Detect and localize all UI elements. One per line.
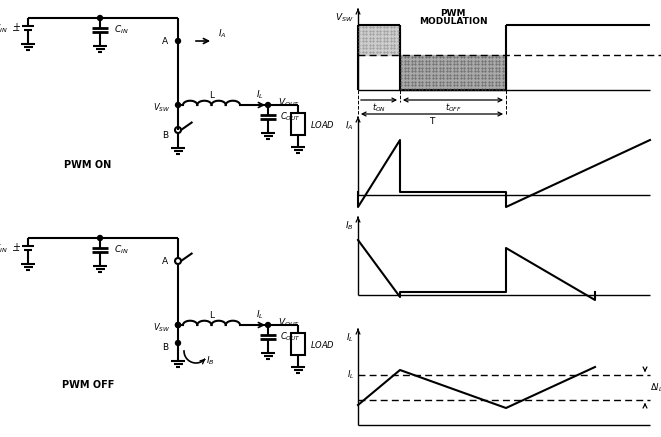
Text: T: T <box>429 118 435 126</box>
Text: $V_{SW}$: $V_{SW}$ <box>153 322 170 334</box>
Text: $C_{OUT}$: $C_{OUT}$ <box>280 331 301 343</box>
Circle shape <box>176 103 180 108</box>
Text: B: B <box>162 131 168 139</box>
Text: $I_A$: $I_A$ <box>346 120 354 132</box>
Text: PWM OFF: PWM OFF <box>62 380 114 390</box>
Text: $LOAD$: $LOAD$ <box>310 118 335 129</box>
Text: PWM ON: PWM ON <box>64 160 112 170</box>
Text: $C_{OUT}$: $C_{OUT}$ <box>280 111 301 123</box>
Text: +: + <box>12 242 20 252</box>
Text: $V_{SW}$: $V_{SW}$ <box>335 12 354 24</box>
Circle shape <box>98 15 102 21</box>
Text: +: + <box>12 22 20 32</box>
Text: PWM: PWM <box>440 8 466 17</box>
Text: $I_B$: $I_B$ <box>345 220 354 232</box>
Text: $I_L$: $I_L$ <box>256 309 264 321</box>
Circle shape <box>98 236 102 240</box>
Text: $V_{IN}$: $V_{IN}$ <box>0 243 8 255</box>
Circle shape <box>266 103 270 108</box>
Text: $t_{ON}$: $t_{ON}$ <box>372 102 386 114</box>
Text: $I_L$: $I_L$ <box>346 369 354 381</box>
Text: $C_{IN}$: $C_{IN}$ <box>114 244 129 256</box>
Text: MODULATION: MODULATION <box>418 17 487 25</box>
Text: $V_{SW}$: $V_{SW}$ <box>153 102 170 114</box>
Text: $I_A$: $I_A$ <box>218 28 227 40</box>
Text: L: L <box>209 90 214 100</box>
Text: $I_L$: $I_L$ <box>256 89 264 101</box>
Text: $\Delta I_L$: $\Delta I_L$ <box>650 381 661 394</box>
Text: L: L <box>209 311 214 319</box>
Text: $I_B$: $I_B$ <box>206 355 215 367</box>
Circle shape <box>266 323 270 327</box>
Circle shape <box>176 323 180 327</box>
Text: $LOAD$: $LOAD$ <box>310 339 335 350</box>
Text: $V_{OUT}$: $V_{OUT}$ <box>278 317 300 329</box>
Circle shape <box>176 38 180 44</box>
Text: B: B <box>162 343 168 353</box>
Text: $C_{IN}$: $C_{IN}$ <box>114 24 129 36</box>
Circle shape <box>176 340 180 346</box>
Text: $V_{IN}$: $V_{IN}$ <box>0 23 8 35</box>
Text: −: − <box>12 246 20 256</box>
Text: $I_L$: $I_L$ <box>346 332 354 344</box>
Text: $t_{OFF}$: $t_{OFF}$ <box>445 102 461 114</box>
Circle shape <box>176 323 180 327</box>
Text: $V_{OUT}$: $V_{OUT}$ <box>278 97 300 109</box>
Text: A: A <box>162 257 168 266</box>
Text: A: A <box>162 37 168 45</box>
Text: −: − <box>12 26 20 36</box>
